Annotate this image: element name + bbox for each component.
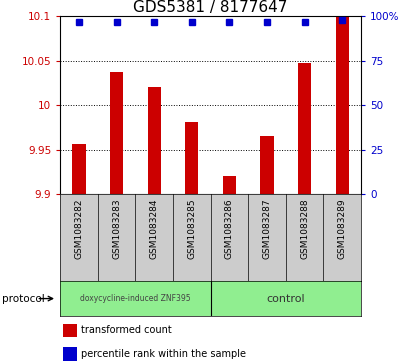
Bar: [298, 62, 311, 194]
Bar: [110, 72, 123, 194]
Bar: [261, 135, 273, 194]
Text: GSM1083284: GSM1083284: [150, 199, 159, 259]
Text: doxycycline-induced ZNF395: doxycycline-induced ZNF395: [80, 294, 191, 303]
Bar: [63, 324, 77, 337]
Bar: [336, 16, 349, 194]
Bar: [185, 122, 198, 194]
Text: GSM1083283: GSM1083283: [112, 199, 121, 259]
Title: GDS5381 / 8177647: GDS5381 / 8177647: [134, 0, 288, 15]
Text: percentile rank within the sample: percentile rank within the sample: [81, 349, 246, 359]
Text: GSM1083287: GSM1083287: [263, 199, 271, 259]
Bar: [148, 87, 161, 194]
Text: GSM1083282: GSM1083282: [74, 199, 83, 259]
Bar: [72, 144, 85, 194]
Text: protocol: protocol: [2, 294, 45, 303]
Text: GSM1083285: GSM1083285: [187, 199, 196, 259]
Text: transformed count: transformed count: [81, 326, 172, 335]
Text: GSM1083288: GSM1083288: [300, 199, 309, 259]
Text: GSM1083289: GSM1083289: [338, 199, 347, 259]
Text: GSM1083286: GSM1083286: [225, 199, 234, 259]
Bar: [63, 347, 77, 361]
Text: control: control: [266, 294, 305, 303]
Bar: [223, 176, 236, 194]
